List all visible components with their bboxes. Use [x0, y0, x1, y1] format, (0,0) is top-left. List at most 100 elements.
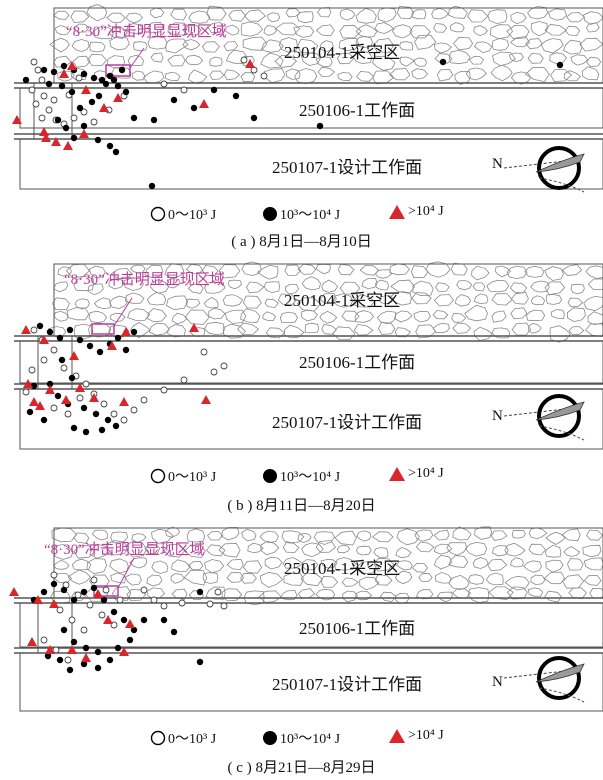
medium-event-marker — [100, 596, 108, 604]
medium-event-marker — [76, 336, 84, 344]
large-event-marker — [107, 341, 117, 350]
small-event-marker — [220, 602, 228, 610]
legend-b: 0～10³ J 10³～10⁴ J >10⁴ J — [0, 466, 603, 486]
small-event-marker — [28, 366, 36, 374]
medium-event-marker — [54, 116, 62, 124]
medium-event-marker — [56, 334, 64, 342]
medium-event-marker — [439, 58, 447, 66]
medium-event-marker — [106, 656, 114, 664]
small-event-marker — [90, 576, 98, 584]
medium-event-marker — [170, 628, 178, 636]
legend-medium-event: 10³～10⁴ J — [262, 728, 340, 748]
medium-event-marker — [130, 114, 138, 122]
north-label: N — [492, 674, 503, 690]
medium-event-marker — [118, 66, 126, 74]
medium-event-marker — [160, 616, 168, 624]
medium-event-marker — [114, 334, 122, 342]
medium-event-marker — [210, 86, 218, 94]
medium-event-marker — [58, 82, 66, 90]
medium-event-marker — [22, 76, 30, 84]
large-event-marker — [245, 59, 255, 68]
small-event-marker — [86, 601, 94, 609]
large-event-marker — [79, 129, 89, 138]
small-event-marker — [80, 626, 88, 634]
medium-event-marker — [44, 652, 52, 660]
medium-event-marker — [40, 66, 48, 74]
small-event-marker — [40, 356, 48, 364]
medium-event-marker — [190, 104, 198, 112]
legend-c: 0～10³ J 10³～10⁴ J >10⁴ J — [0, 728, 603, 748]
medium-event-marker — [70, 596, 78, 604]
medium-event-marker — [122, 88, 130, 96]
small-event-marker — [260, 72, 268, 80]
panel-b: “8·30”冲击明显显现区域 250104-1采空区 250106-1工作面 2… — [14, 261, 603, 456]
large-event-marker — [121, 327, 131, 336]
large-event-marker — [59, 69, 69, 78]
small-event-marker — [160, 386, 168, 394]
small-event-marker — [210, 368, 218, 376]
medium-event-marker — [58, 356, 66, 364]
medium-event-marker — [122, 346, 130, 354]
small-event-marker — [120, 416, 128, 424]
small-event-marker — [22, 388, 30, 396]
large-event-marker — [41, 133, 51, 142]
medium-event-marker — [36, 322, 44, 330]
small-event-marker — [32, 100, 40, 108]
panel-c-map — [9, 526, 603, 712]
red-triangle-icon — [389, 467, 405, 481]
medium-event-marker — [80, 588, 88, 596]
small-event-marker — [52, 646, 60, 654]
medium-event-marker — [46, 328, 54, 336]
large-event-marker — [39, 335, 49, 344]
small-event-marker — [38, 76, 46, 84]
open-circle-icon — [150, 468, 166, 484]
design-face-label: 250107-1设计工作面 — [272, 413, 423, 432]
medium-event-marker — [62, 124, 70, 132]
small-event-marker — [140, 396, 148, 404]
small-event-marker — [50, 96, 58, 104]
legend-large-event: >10⁴ J — [388, 466, 444, 482]
small-event-marker — [45, 106, 53, 114]
small-event-marker — [206, 600, 214, 608]
small-event-marker — [180, 376, 188, 384]
large-event-marker — [12, 115, 22, 124]
goaf-rock-texture — [47, 261, 603, 343]
small-event-marker — [64, 410, 72, 418]
small-event-marker — [75, 74, 83, 82]
small-event-marker — [178, 599, 186, 607]
medium-event-marker — [112, 148, 120, 156]
legend-large-event: >10⁴ J — [388, 204, 444, 220]
medium-event-marker — [130, 626, 138, 634]
medium-event-marker — [196, 588, 204, 596]
medium-event-marker — [112, 422, 120, 430]
compass-icon — [503, 394, 585, 441]
small-event-marker — [50, 346, 58, 354]
seismic-events — [21, 322, 228, 436]
medium-event-marker — [196, 658, 204, 666]
large-event-marker — [189, 323, 199, 332]
medium-event-marker — [150, 116, 158, 124]
small-event-marker — [74, 591, 82, 599]
large-event-marker — [99, 103, 109, 112]
medium-event-marker — [114, 644, 122, 652]
red-triangle-icon — [389, 205, 405, 219]
large-event-marker — [29, 397, 39, 406]
medium-event-marker — [106, 142, 114, 150]
panel-c: “8·30”冲击明显显现区域 250104-1采空区 250106-1工作面 2… — [9, 526, 603, 720]
small-event-marker — [76, 394, 84, 402]
medium-event-marker — [98, 76, 106, 84]
large-event-marker — [51, 137, 61, 146]
compass-icon — [503, 146, 585, 193]
large-event-marker — [49, 599, 59, 608]
small-event-marker — [60, 364, 68, 372]
medium-event-marker — [96, 348, 104, 356]
large-event-marker — [67, 61, 77, 70]
medium-event-marker — [98, 426, 106, 434]
working-face-label: 250106-1工作面 — [299, 101, 416, 120]
medium-event-marker — [82, 428, 90, 436]
medium-event-marker — [102, 80, 110, 88]
medium-event-marker — [70, 134, 78, 142]
goaf-label: 250104-1采空区 — [284, 559, 401, 578]
medium-event-marker — [40, 588, 48, 596]
medium-event-marker — [54, 392, 62, 400]
